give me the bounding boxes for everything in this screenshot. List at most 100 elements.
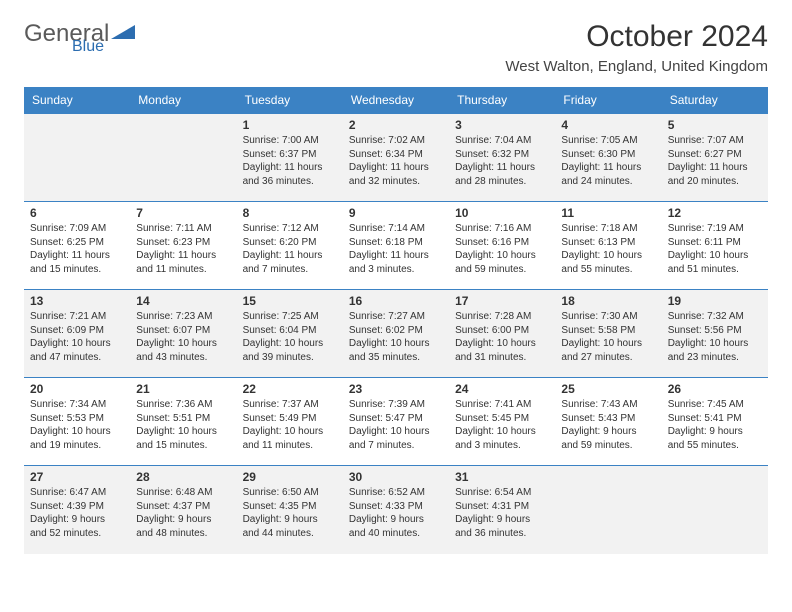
day-cell: 19Sunrise: 7:32 AMSunset: 5:56 PMDayligh… xyxy=(662,290,768,378)
day-info: Sunrise: 7:18 AMSunset: 6:13 PMDaylight:… xyxy=(561,222,655,276)
day-info: Sunrise: 6:52 AMSunset: 4:33 PMDaylight:… xyxy=(349,486,443,540)
calendar-week-row: 20Sunrise: 7:34 AMSunset: 5:53 PMDayligh… xyxy=(24,378,768,466)
location: West Walton, England, United Kingdom xyxy=(505,58,768,75)
day-cell: 16 Sunrise: 7:27 AMSunset: 6:02 PMDayligh… xyxy=(343,290,449,378)
empty-day-cell xyxy=(662,466,768,554)
day-number: 8 xyxy=(243,206,337,220)
day-number: 9 xyxy=(349,206,443,220)
day-cell: 4 Sunrise: 7:05 AMSunset: 6:30 PMDaylight… xyxy=(555,114,661,202)
day-info: Sunrise: 6:47 AMSunset: 4:39 PMDaylight:… xyxy=(30,486,124,540)
calendar-week-row: 27 Sunrise: 6:47 AMSunset: 4:39 PMDayligh… xyxy=(24,466,768,554)
day-info: Sunrise: 7:02 AMSunset: 6:34 PMDaylight:… xyxy=(349,134,443,188)
day-number: 29 xyxy=(243,470,337,484)
day-info: Sunrise: 7:45 AMSunset: 5:41 PMDaylight:… xyxy=(668,398,762,452)
day-number: 23 xyxy=(349,382,443,396)
day-number: 10 xyxy=(455,206,549,220)
logo-triangle-icon xyxy=(111,20,137,48)
day-number: 28 xyxy=(136,470,230,484)
day-number: 4 xyxy=(561,118,655,132)
day-cell: 9 Sunrise: 7:14 AMSunset: 6:18 PMDaylight… xyxy=(343,202,449,290)
day-number: 5 xyxy=(668,118,762,132)
day-info: Sunrise: 7:04 AMSunset: 6:32 PMDaylight:… xyxy=(455,134,549,188)
day-info: Sunrise: 7:39 AMSunset: 5:47 PMDaylight:… xyxy=(349,398,443,452)
day-number: 11 xyxy=(561,206,655,220)
weekday-header: Wednesday xyxy=(343,87,449,114)
day-cell: 10 Sunrise: 7:16 AMSunset: 6:16 PMDayligh… xyxy=(449,202,555,290)
day-cell: 3 Sunrise: 7:04 AMSunset: 6:32 PMDaylight… xyxy=(449,114,555,202)
empty-day-cell xyxy=(24,114,130,202)
day-number: 3 xyxy=(455,118,549,132)
calendar-table: SundayMondayTuesdayWednesdayThursdayFrid… xyxy=(24,87,768,554)
day-number: 12 xyxy=(668,206,762,220)
day-info: Sunrise: 6:50 AMSunset: 4:35 PMDaylight:… xyxy=(243,486,337,540)
day-info: Sunrise: 7:00 AMSunset: 6:37 PMDaylight:… xyxy=(243,134,337,188)
month-title: October 2024 xyxy=(505,20,768,54)
day-info: Sunrise: 7:25 AMSunset: 6:04 PMDaylight:… xyxy=(243,310,337,364)
day-info: Sunrise: 7:37 AMSunset: 5:49 PMDaylight:… xyxy=(243,398,337,452)
day-number: 19 xyxy=(668,294,762,308)
day-cell: 24 Sunrise: 7:41 AMSunset: 5:45 PMDayligh… xyxy=(449,378,555,466)
day-info: Sunrise: 7:21 AMSunset: 6:09 PMDaylight:… xyxy=(30,310,124,364)
day-info: Sunrise: 7:23 AMSunset: 6:07 PMDaylight:… xyxy=(136,310,230,364)
header-right: October 2024 West Walton, England, Unite… xyxy=(505,20,768,75)
day-cell: 21Sunrise: 7:36 AMSunset: 5:51 PMDayligh… xyxy=(130,378,236,466)
day-info: Sunrise: 6:54 AMSunset: 4:31 PMDaylight:… xyxy=(455,486,549,540)
day-number: 27 xyxy=(30,470,124,484)
day-info: Sunrise: 7:41 AMSunset: 5:45 PMDaylight:… xyxy=(455,398,549,452)
day-number: 13 xyxy=(30,294,124,308)
weekday-header: Monday xyxy=(130,87,236,114)
day-info: Sunrise: 7:05 AMSunset: 6:30 PMDaylight:… xyxy=(561,134,655,188)
day-cell: 15 Sunrise: 7:25 AMSunset: 6:04 PMDayligh… xyxy=(237,290,343,378)
day-info: Sunrise: 7:27 AMSunset: 6:02 PMDaylight:… xyxy=(349,310,443,364)
day-cell: 14Sunrise: 7:23 AMSunset: 6:07 PMDayligh… xyxy=(130,290,236,378)
day-number: 24 xyxy=(455,382,549,396)
day-info: Sunrise: 7:07 AMSunset: 6:27 PMDaylight:… xyxy=(668,134,762,188)
day-cell: 23 Sunrise: 7:39 AMSunset: 5:47 PMDayligh… xyxy=(343,378,449,466)
empty-day-cell xyxy=(130,114,236,202)
day-info: Sunrise: 7:16 AMSunset: 6:16 PMDaylight:… xyxy=(455,222,549,276)
calendar-body: 1 Sunrise: 7:00 AMSunset: 6:37 PMDaylight… xyxy=(24,114,768,554)
day-cell: 7 Sunrise: 7:11 AMSunset: 6:23 PMDaylight… xyxy=(130,202,236,290)
day-number: 17 xyxy=(455,294,549,308)
day-number: 15 xyxy=(243,294,337,308)
day-info: Sunrise: 7:28 AMSunset: 6:00 PMDaylight:… xyxy=(455,310,549,364)
day-cell: 18Sunrise: 7:30 AMSunset: 5:58 PMDayligh… xyxy=(555,290,661,378)
day-cell: 5 Sunrise: 7:07 AMSunset: 6:27 PMDaylight… xyxy=(662,114,768,202)
day-number: 1 xyxy=(243,118,337,132)
day-cell: 29 Sunrise: 6:50 AMSunset: 4:35 PMDayligh… xyxy=(237,466,343,554)
day-cell: 30 Sunrise: 6:52 AMSunset: 4:33 PMDayligh… xyxy=(343,466,449,554)
day-number: 20 xyxy=(30,382,124,396)
weekday-header: Sunday xyxy=(24,87,130,114)
day-cell: 20Sunrise: 7:34 AMSunset: 5:53 PMDayligh… xyxy=(24,378,130,466)
day-number: 22 xyxy=(243,382,337,396)
day-cell: 31 Sunrise: 6:54 AMSunset: 4:31 PMDayligh… xyxy=(449,466,555,554)
day-info: Sunrise: 7:11 AMSunset: 6:23 PMDaylight:… xyxy=(136,222,230,276)
day-cell: 1 Sunrise: 7:00 AMSunset: 6:37 PMDaylight… xyxy=(237,114,343,202)
day-cell: 8 Sunrise: 7:12 AMSunset: 6:20 PMDaylight… xyxy=(237,202,343,290)
day-number: 7 xyxy=(136,206,230,220)
day-number: 6 xyxy=(30,206,124,220)
day-info: Sunrise: 7:36 AMSunset: 5:51 PMDaylight:… xyxy=(136,398,230,452)
day-info: Sunrise: 7:14 AMSunset: 6:18 PMDaylight:… xyxy=(349,222,443,276)
weekday-header-row: SundayMondayTuesdayWednesdayThursdayFrid… xyxy=(24,87,768,114)
day-cell: 17 Sunrise: 7:28 AMSunset: 6:00 PMDayligh… xyxy=(449,290,555,378)
weekday-header: Tuesday xyxy=(237,87,343,114)
day-number: 16 xyxy=(349,294,443,308)
day-cell: 6Sunrise: 7:09 AMSunset: 6:25 PMDaylight… xyxy=(24,202,130,290)
day-number: 31 xyxy=(455,470,549,484)
day-cell: 13 Sunrise: 7:21 AMSunset: 6:09 PMDayligh… xyxy=(24,290,130,378)
day-info: Sunrise: 7:19 AMSunset: 6:11 PMDaylight:… xyxy=(668,222,762,276)
day-info: Sunrise: 7:43 AMSunset: 5:43 PMDaylight:… xyxy=(561,398,655,452)
day-cell: 11 Sunrise: 7:18 AMSunset: 6:13 PMDayligh… xyxy=(555,202,661,290)
day-info: Sunrise: 7:30 AMSunset: 5:58 PMDaylight:… xyxy=(561,310,655,364)
day-number: 26 xyxy=(668,382,762,396)
day-number: 25 xyxy=(561,382,655,396)
day-number: 2 xyxy=(349,118,443,132)
weekday-header: Saturday xyxy=(662,87,768,114)
day-cell: 28 Sunrise: 6:48 AMSunset: 4:37 PMDayligh… xyxy=(130,466,236,554)
day-info: Sunrise: 7:12 AMSunset: 6:20 PMDaylight:… xyxy=(243,222,337,276)
day-info: Sunrise: 6:48 AMSunset: 4:37 PMDaylight:… xyxy=(136,486,230,540)
day-cell: 25 Sunrise: 7:43 AMSunset: 5:43 PMDayligh… xyxy=(555,378,661,466)
day-number: 30 xyxy=(349,470,443,484)
day-cell: 26 Sunrise: 7:45 AMSunset: 5:41 PMDayligh… xyxy=(662,378,768,466)
